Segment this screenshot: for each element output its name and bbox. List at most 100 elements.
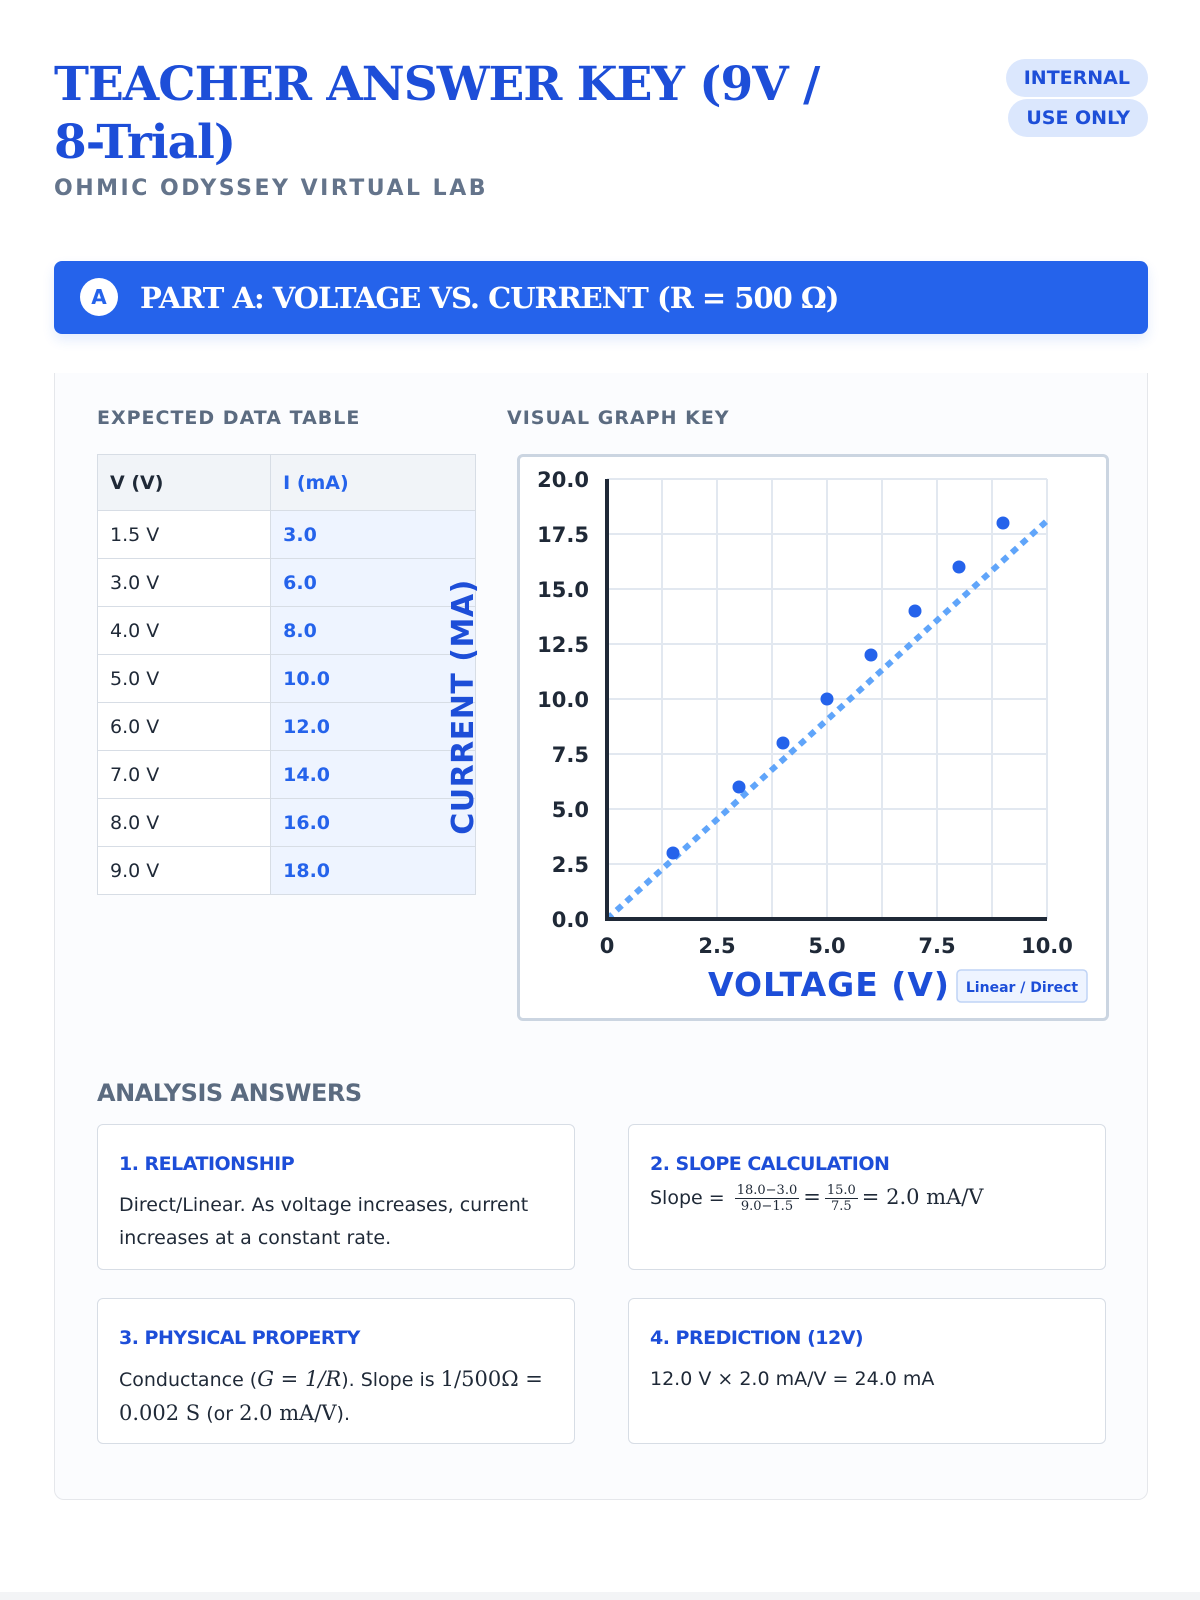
current-cell: 12.0 [270, 702, 476, 751]
table-header-row: V (V) I (mA) [96, 454, 476, 511]
answer-formula: Slope = 18.0−3.0 9.0−1.5 = 15.0 7.5 = 2.0 mA/… [650, 1181, 1089, 1215]
answer-title: 4. PREDICTION (12V) [650, 1327, 864, 1349]
part-a-card: EXPECTED DATA TABLE VISUAL GRAPH KEY V (… [54, 373, 1148, 1500]
answer-title: 3. PHYSICAL PROPERTY [119, 1327, 360, 1349]
internal-use-badge: INTERNAL USE ONLY [982, 58, 1148, 138]
text-fragment: Conductance ( [119, 1369, 258, 1391]
y-tick-label: 10.0 [537, 688, 589, 712]
answer-text: Conductance (G = 1/R). Slope is 1/500Ω =… [119, 1363, 558, 1431]
voltage-cell: 9.0 V [96, 846, 272, 895]
data-point [908, 604, 922, 618]
section-header-part-a: A PART A: VOLTAGE VS. CURRENT (R = 500 Ω… [54, 261, 1148, 334]
equals-sign: = [861, 1185, 887, 1209]
fraction-denominator: 9.0−1.5 [740, 1199, 794, 1214]
section-title: PART A: VOLTAGE VS. CURRENT (R = 500 Ω) [140, 281, 839, 315]
y-tick-label: 7.5 [552, 743, 589, 767]
answer-card-relationship: 1. RELATIONSHIP Direct/Linear. As voltag… [97, 1124, 575, 1270]
answer-card-prediction: 4. PREDICTION (12V) 12.0 V × 2.0 mA/V = … [628, 1298, 1106, 1444]
axis-layer [605, 479, 1047, 921]
table-row: 5.0 V 10.0 [96, 654, 476, 703]
page-subtitle: OHMIC ODYSSEY VIRTUAL LAB [54, 176, 488, 201]
page-title: TEACHER ANSWER KEY (9V / 8-Trial) [54, 57, 820, 170]
voltage-cell: 7.0 V [96, 750, 272, 799]
y-axis-title: CURRENT (MA) [446, 579, 481, 835]
table-row: 1.5 V 3.0 [96, 510, 476, 559]
text-fragment: ). [336, 1403, 350, 1425]
conductance-value: 1/500Ω = 0.002 S [119, 1367, 543, 1425]
badge-label: INTERNAL USE ONLY [1005, 59, 1148, 137]
data-point [996, 516, 1010, 530]
expected-data-table: V (V) I (mA) 1.5 V 3.0 3.0 V 6.0 4.0 V 8.0 … [96, 454, 476, 895]
text-fragment: ). Slope is [341, 1369, 441, 1391]
y-tick-label: 0.0 [552, 908, 589, 932]
trend-layer [604, 518, 1050, 922]
current-cell: 8.0 [270, 606, 476, 655]
fraction-numerator: 15.0 [824, 1183, 858, 1199]
voltage-cell: 4.0 V [96, 606, 272, 655]
data-point [864, 648, 878, 662]
answer-card-physical-property: 3. PHYSICAL PROPERTY Conductance (G = 1/… [97, 1298, 575, 1444]
voltage-cell: 6.0 V [96, 702, 272, 751]
analysis-answers-title: ANALYSIS ANSWERS [97, 1079, 362, 1107]
answer-title: 1. RELATIONSHIP [119, 1153, 295, 1175]
column-header-current: I (mA) [270, 454, 476, 511]
data-point [820, 692, 834, 706]
current-cell: 3.0 [270, 510, 476, 559]
data-point [732, 780, 746, 794]
data-point [666, 846, 680, 860]
x-tick-label: 10.0 [1021, 934, 1073, 958]
data-table-label: EXPECTED DATA TABLE [97, 407, 361, 429]
footer-strip [0, 1592, 1200, 1600]
ticks-layer: 0.0 2.5 5.0 7.5 10.0 12.5 15.0 17.5 20.0 0 2.5 5.0 7… [537, 468, 1073, 958]
graph-label: VISUAL GRAPH KEY [507, 407, 730, 429]
slope-result: 2.0 mA/V [886, 1185, 984, 1209]
conductance-equation: G = 1/R [257, 1367, 342, 1391]
x-tick-label: 7.5 [918, 934, 955, 958]
x-tick-label: 5.0 [808, 934, 845, 958]
graph-key-panel: 0.0 2.5 5.0 7.5 10.0 12.5 15.0 17.5 20.0 0 2.5 5.0 7… [517, 454, 1109, 1021]
voltage-cell: 3.0 V [96, 558, 272, 607]
equals-sign: = [803, 1185, 821, 1209]
table-row: 6.0 V 12.0 [96, 702, 476, 751]
fraction-denominator: 7.5 [830, 1199, 852, 1214]
text-fragment: (or [200, 1403, 240, 1425]
y-tick-label: 5.0 [552, 798, 589, 822]
table-row: 8.0 V 16.0 [96, 798, 476, 847]
voltage-cell: 1.5 V [96, 510, 272, 559]
data-point [776, 736, 790, 750]
voltage-cell: 8.0 V [96, 798, 272, 847]
current-cell: 16.0 [270, 798, 476, 847]
current-cell: 14.0 [270, 750, 476, 799]
x-axis-title: VOLTAGE (V) [708, 965, 950, 1004]
graph-tag-box [956, 969, 1088, 1003]
column-header-voltage: V (V) [96, 454, 272, 511]
prediction-expression: 12.0 V × 2.0 mA/V = 24.0 mA [650, 1368, 935, 1390]
answer-text: Direct/Linear. As voltage increases, cur… [119, 1194, 529, 1249]
y-tick-label: 20.0 [537, 468, 589, 492]
graph-tag-label: Linear / Direct [966, 980, 1079, 996]
data-point [952, 560, 966, 574]
section-letter-badge: A [80, 278, 118, 316]
table-row: 3.0 V 6.0 [96, 558, 476, 607]
slope-fraction-2: 15.0 7.5 [824, 1183, 858, 1214]
voltage-cell: 5.0 V [96, 654, 272, 703]
current-cell: 10.0 [270, 654, 476, 703]
points-layer [666, 516, 1010, 860]
y-tick-label: 12.5 [537, 633, 589, 657]
y-tick-label: 15.0 [537, 578, 589, 602]
voltage-current-chart: 0.0 2.5 5.0 7.5 10.0 12.5 15.0 17.5 20.0 0 2.5 5.0 7… [537, 468, 1088, 1004]
x-tick-label: 2.5 [698, 934, 735, 958]
current-cell: 18.0 [270, 846, 476, 895]
slope-prefix: Slope = [650, 1187, 731, 1209]
x-tick-label: 0 [600, 934, 615, 958]
answer-title: 2. SLOPE CALCULATION [650, 1153, 890, 1175]
y-axis-title-container: CURRENT (MA) [446, 579, 481, 835]
current-cell: 6.0 [270, 558, 476, 607]
table-row: 7.0 V 14.0 [96, 750, 476, 799]
y-tick-label: 17.5 [537, 523, 589, 547]
slope-units-value: 2.0 mA/V [239, 1401, 337, 1425]
trend-line [604, 518, 1050, 922]
slope-fraction-1: 18.0−3.0 9.0−1.5 [734, 1183, 800, 1214]
fraction-numerator: 18.0−3.0 [734, 1183, 800, 1199]
y-tick-label: 2.5 [552, 853, 589, 877]
